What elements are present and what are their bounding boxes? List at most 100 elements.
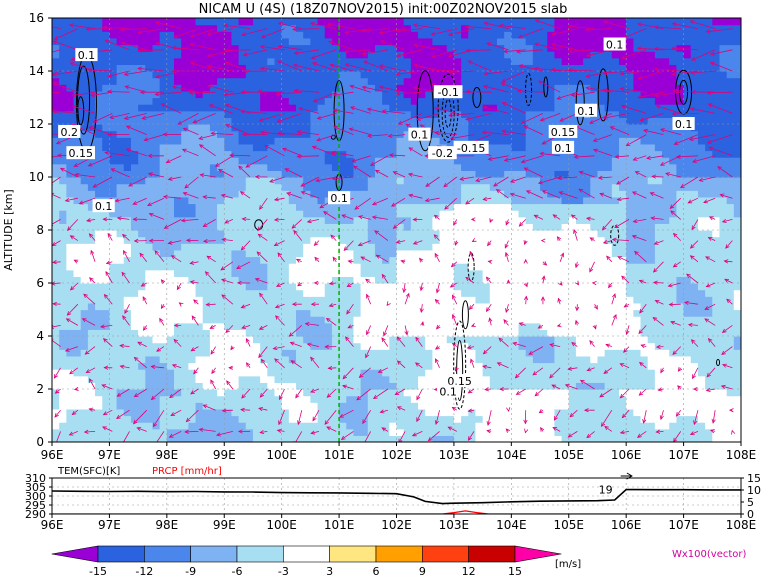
shade-cell: [374, 283, 383, 291]
shade-cell: [733, 130, 741, 138]
shade-cell: [66, 157, 75, 165]
shade-cell: [525, 263, 534, 271]
shade-cell: [518, 296, 527, 304]
shade-cell: [482, 316, 491, 324]
shade-cell: [669, 104, 678, 112]
shade-cell: [583, 223, 591, 231]
shade-cell: [461, 196, 469, 205]
shade-cell: [662, 236, 670, 244]
shade-cell: [245, 349, 254, 357]
shade-cell: [195, 216, 204, 224]
shade-cell: [174, 422, 182, 430]
shade-cell: [95, 349, 103, 357]
shade-cell: [489, 137, 498, 145]
shade-cell: [353, 342, 362, 350]
shade-cell: [260, 362, 268, 370]
shade-cell: [260, 230, 268, 238]
shade-cell: [195, 249, 204, 258]
shade-cell: [130, 150, 139, 158]
shade-cell: [518, 216, 527, 224]
shade-cell: [389, 196, 398, 205]
shade-cell: [432, 157, 441, 165]
shade-cell: [195, 395, 204, 403]
shade-cell: [152, 422, 161, 430]
shade-cell: [468, 130, 477, 138]
shade-cell: [719, 110, 728, 118]
shade-cell: [482, 302, 491, 311]
shade-cell: [439, 276, 448, 284]
shade-cell: [296, 157, 304, 165]
shade-cell: [726, 402, 735, 410]
shade-cell: [152, 329, 161, 337]
shade-cell: [217, 137, 225, 145]
shade-cell: [116, 296, 125, 304]
shade-cell: [647, 163, 656, 171]
shade-cell: [52, 276, 60, 284]
shade-cell: [618, 137, 627, 145]
shade-cell: [80, 163, 89, 171]
shade-cell: [446, 249, 455, 258]
shade-cell: [683, 302, 692, 311]
shade-cell: [597, 289, 606, 297]
shade-cell: [396, 163, 405, 171]
shade-cell: [166, 382, 175, 390]
shade-cell: [87, 137, 96, 145]
shade-cell: [224, 302, 233, 311]
shade-cell: [188, 183, 197, 191]
shade-cell: [303, 296, 311, 304]
shade-cell: [138, 203, 146, 211]
shade-cell: [174, 177, 182, 185]
shade-cell: [374, 124, 383, 132]
shade-cell: [475, 117, 484, 125]
shade-cell: [662, 422, 670, 430]
shade-cell: [360, 316, 369, 324]
shade-cell: [475, 302, 484, 311]
shade-cell: [80, 342, 89, 350]
shade-cell: [87, 435, 96, 442]
shade-cell: [654, 283, 663, 291]
shade-cell: [540, 428, 548, 436]
shade-cell: [331, 276, 340, 284]
shade-cell: [288, 263, 297, 271]
shade-cell: [138, 316, 146, 324]
shade-cell: [554, 117, 563, 125]
shade-cell: [618, 157, 627, 165]
shade-cell: [575, 236, 584, 244]
shade-cell: [231, 269, 240, 277]
shade-cell: [633, 104, 642, 112]
shade-cell: [410, 157, 419, 165]
shade-cell: [626, 124, 634, 132]
shade-cell: [159, 170, 168, 178]
shade-cell: [583, 336, 591, 344]
shade-cell: [504, 263, 512, 271]
shade-cell: [324, 428, 333, 436]
shade-cell: [640, 422, 649, 430]
shade-cell: [604, 276, 613, 284]
shade-cell: [647, 210, 656, 218]
shade-cell: [317, 249, 326, 258]
shade-cell: [374, 163, 383, 171]
shade-cell: [554, 395, 563, 403]
shade-cell: [446, 355, 455, 364]
shade-cell: [138, 163, 146, 171]
shade-cell: [662, 190, 670, 198]
shade-cell: [504, 402, 512, 410]
shade-cell: [626, 157, 634, 165]
shade-cell: [95, 143, 103, 152]
shade-cell: [374, 150, 383, 158]
shade-cell: [712, 196, 721, 205]
shade-cell: [690, 435, 699, 442]
shade-cell: [518, 395, 527, 403]
shade-cell: [252, 395, 261, 403]
shade-cell: [719, 203, 728, 211]
shade-cell: [540, 349, 548, 357]
shade-cell: [489, 223, 498, 231]
shade-cell: [188, 256, 197, 264]
shade-cell: [719, 216, 728, 224]
shade-cell: [288, 236, 297, 244]
shade-cell: [618, 375, 627, 383]
shade-cell: [181, 355, 189, 364]
shade-cell: [123, 97, 132, 105]
shade-cell: [73, 203, 82, 211]
shade-cell: [626, 276, 634, 284]
